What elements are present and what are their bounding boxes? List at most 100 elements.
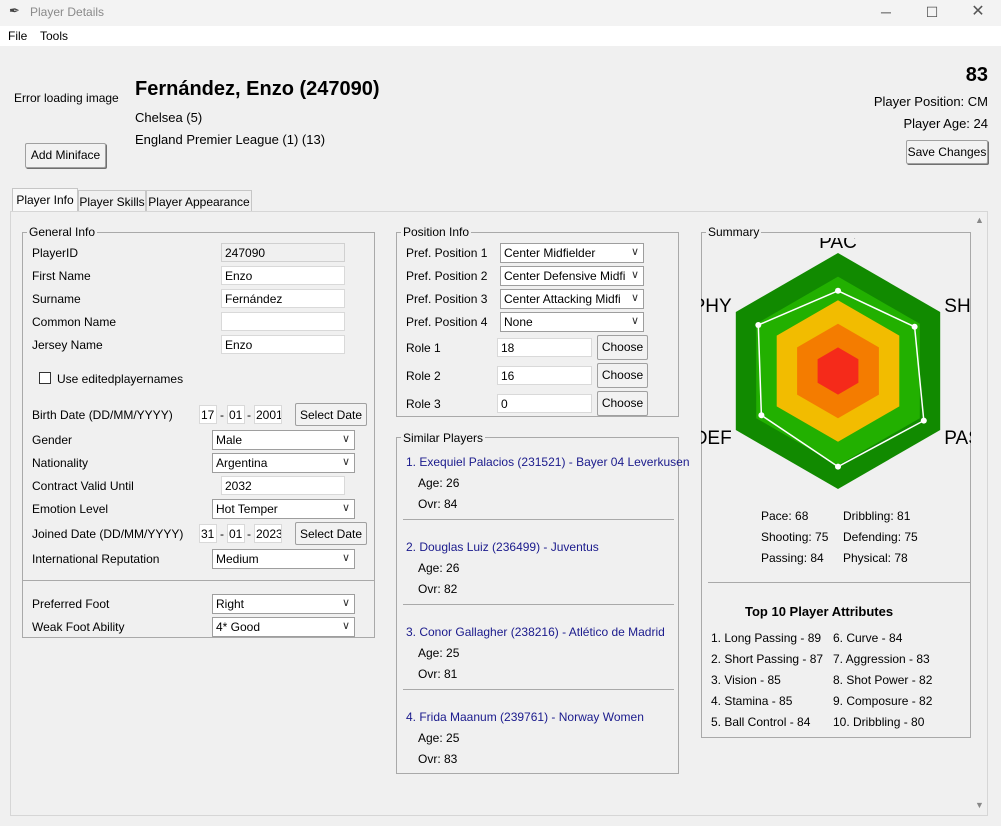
nationality-select[interactable]: Argentina ∨	[212, 453, 355, 473]
pref-position-4-select[interactable]: None ∨	[500, 312, 644, 332]
top-attribute-item: 4. Stamina - 85	[711, 694, 793, 708]
similar-player-name[interactable]: 2. Douglas Luiz (236499) - Juventus	[406, 540, 599, 554]
joined-day-field[interactable]: 31	[199, 524, 217, 543]
position-info-title: Position Info	[401, 225, 472, 239]
reputation-value: Medium	[216, 552, 259, 566]
summary-title: Summary	[706, 225, 762, 239]
add-miniface-button[interactable]: Add Miniface	[25, 143, 106, 168]
radar-point	[758, 412, 765, 419]
weak-foot-value: 4* Good	[216, 620, 261, 634]
use-edited-checkbox[interactable]	[39, 372, 51, 384]
tab-player-info[interactable]: Player Info	[12, 188, 78, 212]
top-attribute-item: 5. Ball Control - 84	[711, 715, 811, 729]
menu-tools[interactable]: Tools	[40, 29, 69, 43]
chevron-down-icon: ∨	[630, 269, 639, 281]
player-age-label: Player Age: 24	[903, 116, 988, 131]
dribbling-stat: Dribbling: 81	[843, 509, 911, 523]
similar-player-name[interactable]: 3. Conor Gallagher (238216) - Atlético d…	[406, 625, 665, 639]
physical-stat: Physical: 78	[843, 551, 908, 565]
pref-position-2-label: Pref. Position 2	[406, 269, 488, 283]
minimize-button[interactable]: ─	[881, 4, 891, 20]
pref-position-2-select[interactable]: Center Defensive Midfi ∨	[500, 266, 644, 286]
contract-field[interactable]: 2032	[221, 476, 345, 495]
surname-field[interactable]: Fernández	[221, 289, 345, 308]
defending-stat: Defending: 75	[843, 530, 918, 544]
similar-player-age: Age: 25	[418, 646, 460, 660]
jersey-name-label: Jersey Name	[32, 338, 103, 352]
vertical-scrollbar[interactable]	[972, 212, 987, 815]
role-3-choose-button[interactable]: Choose	[597, 391, 648, 416]
maximize-button[interactable]: ☐	[925, 4, 939, 20]
pref-position-1-value: Center Midfielder	[504, 246, 596, 260]
pref-position-2-value: Center Defensive Midfi	[504, 269, 626, 283]
role-1-choose-button[interactable]: Choose	[597, 335, 648, 360]
emotion-select[interactable]: Hot Temper ∨	[212, 499, 355, 519]
pace-stat: Pace: 68	[761, 509, 809, 523]
player-position-label: Player Position: CM	[873, 94, 988, 109]
scroll-up-icon[interactable]: ▲	[975, 215, 984, 225]
shooting-stat: Shooting: 75	[761, 530, 829, 544]
top-attribute-item: 2. Short Passing - 87	[711, 652, 824, 666]
joined-date-label: Joined Date (DD/MM/YYYY)	[32, 527, 184, 541]
top-attribute-item: 7. Aggression - 83	[833, 652, 930, 666]
reputation-select[interactable]: Medium ∨	[212, 549, 355, 569]
nationality-value: Argentina	[216, 456, 268, 470]
date-dash: -	[220, 408, 224, 422]
pref-position-1-select[interactable]: Center Midfielder ∨	[500, 243, 644, 263]
similar-separator	[403, 519, 674, 520]
save-changes-button[interactable]: Save Changes	[906, 140, 988, 164]
menu-bar: File Tools	[0, 26, 1001, 46]
similar-player-ovr: Ovr: 82	[418, 582, 458, 596]
gender-select[interactable]: Male ∨	[212, 430, 355, 450]
close-button[interactable]: ✕	[971, 3, 985, 20]
first-name-field[interactable]: Enzo	[221, 266, 345, 285]
similar-players-title: Similar Players	[401, 431, 486, 445]
similar-player-ovr: Ovr: 83	[418, 752, 458, 766]
preferred-foot-label: Preferred Foot	[32, 597, 110, 611]
club-label: Chelsea (5)	[135, 110, 203, 125]
tab-player-appearance[interactable]: Player Appearance	[146, 190, 252, 212]
role-2-field[interactable]: 16	[497, 366, 592, 385]
use-edited-label: Use editedplayernames	[57, 372, 184, 386]
birth-day-field[interactable]: 17	[199, 405, 217, 424]
tab-player-skills[interactable]: Player Skills	[78, 190, 146, 212]
chevron-down-icon: ∨	[341, 433, 350, 445]
role-3-field[interactable]: 0	[497, 394, 592, 413]
chevron-down-icon: ∨	[630, 292, 639, 304]
similar-player-name[interactable]: 4. Frida Maanum (239761) - Norway Women	[406, 710, 644, 724]
general-info-title: General Info	[27, 225, 98, 239]
birth-year-field[interactable]: 2001	[254, 405, 282, 424]
radar-axis-label: SHO	[944, 296, 971, 317]
top-attribute-item: 6. Curve - 84	[833, 631, 903, 645]
pref-position-4-value: None	[504, 315, 533, 329]
birth-month-field[interactable]: 01	[227, 405, 245, 424]
role-1-field[interactable]: 18	[497, 338, 592, 357]
birth-date-label: Birth Date (DD/MM/YYYY)	[32, 408, 173, 422]
role-2-label: Role 2	[406, 369, 441, 383]
radar-axis-label: PHY	[701, 296, 732, 317]
role-2-choose-button[interactable]: Choose	[597, 363, 648, 388]
chevron-down-icon: ∨	[341, 620, 350, 632]
similar-player-name[interactable]: 1. Exequiel Palacios (231521) - Bayer 04…	[406, 455, 690, 469]
joined-year-field[interactable]: 2023	[254, 524, 282, 543]
pref-position-3-select[interactable]: Center Attacking Midfi ∨	[500, 289, 644, 309]
top-attribute-item: 10. Dribbling - 80	[833, 715, 925, 729]
weak-foot-label: Weak Foot Ability	[32, 620, 125, 634]
image-error-text: Error loading image	[14, 91, 119, 105]
birth-select-date-button[interactable]: Select Date	[295, 403, 367, 426]
chevron-down-icon: ∨	[341, 456, 350, 468]
radar-point	[835, 463, 841, 470]
weak-foot-select[interactable]: 4* Good ∨	[212, 617, 355, 637]
scroll-down-icon[interactable]: ▼	[975, 800, 984, 810]
similar-player-age: Age: 26	[418, 476, 460, 490]
chevron-down-icon: ∨	[630, 315, 639, 327]
joined-month-field[interactable]: 01	[227, 524, 245, 543]
preferred-foot-select[interactable]: Right ∨	[212, 594, 355, 614]
similar-player-ovr: Ovr: 84	[418, 497, 458, 511]
similar-player-age: Age: 26	[418, 561, 460, 575]
title-bar: ✒ Player Details ─ ☐ ✕	[0, 0, 1001, 26]
jersey-name-field[interactable]: Enzo	[221, 335, 345, 354]
common-name-field[interactable]	[221, 312, 345, 331]
joined-select-date-button[interactable]: Select Date	[295, 522, 367, 545]
menu-file[interactable]: File	[8, 29, 28, 43]
